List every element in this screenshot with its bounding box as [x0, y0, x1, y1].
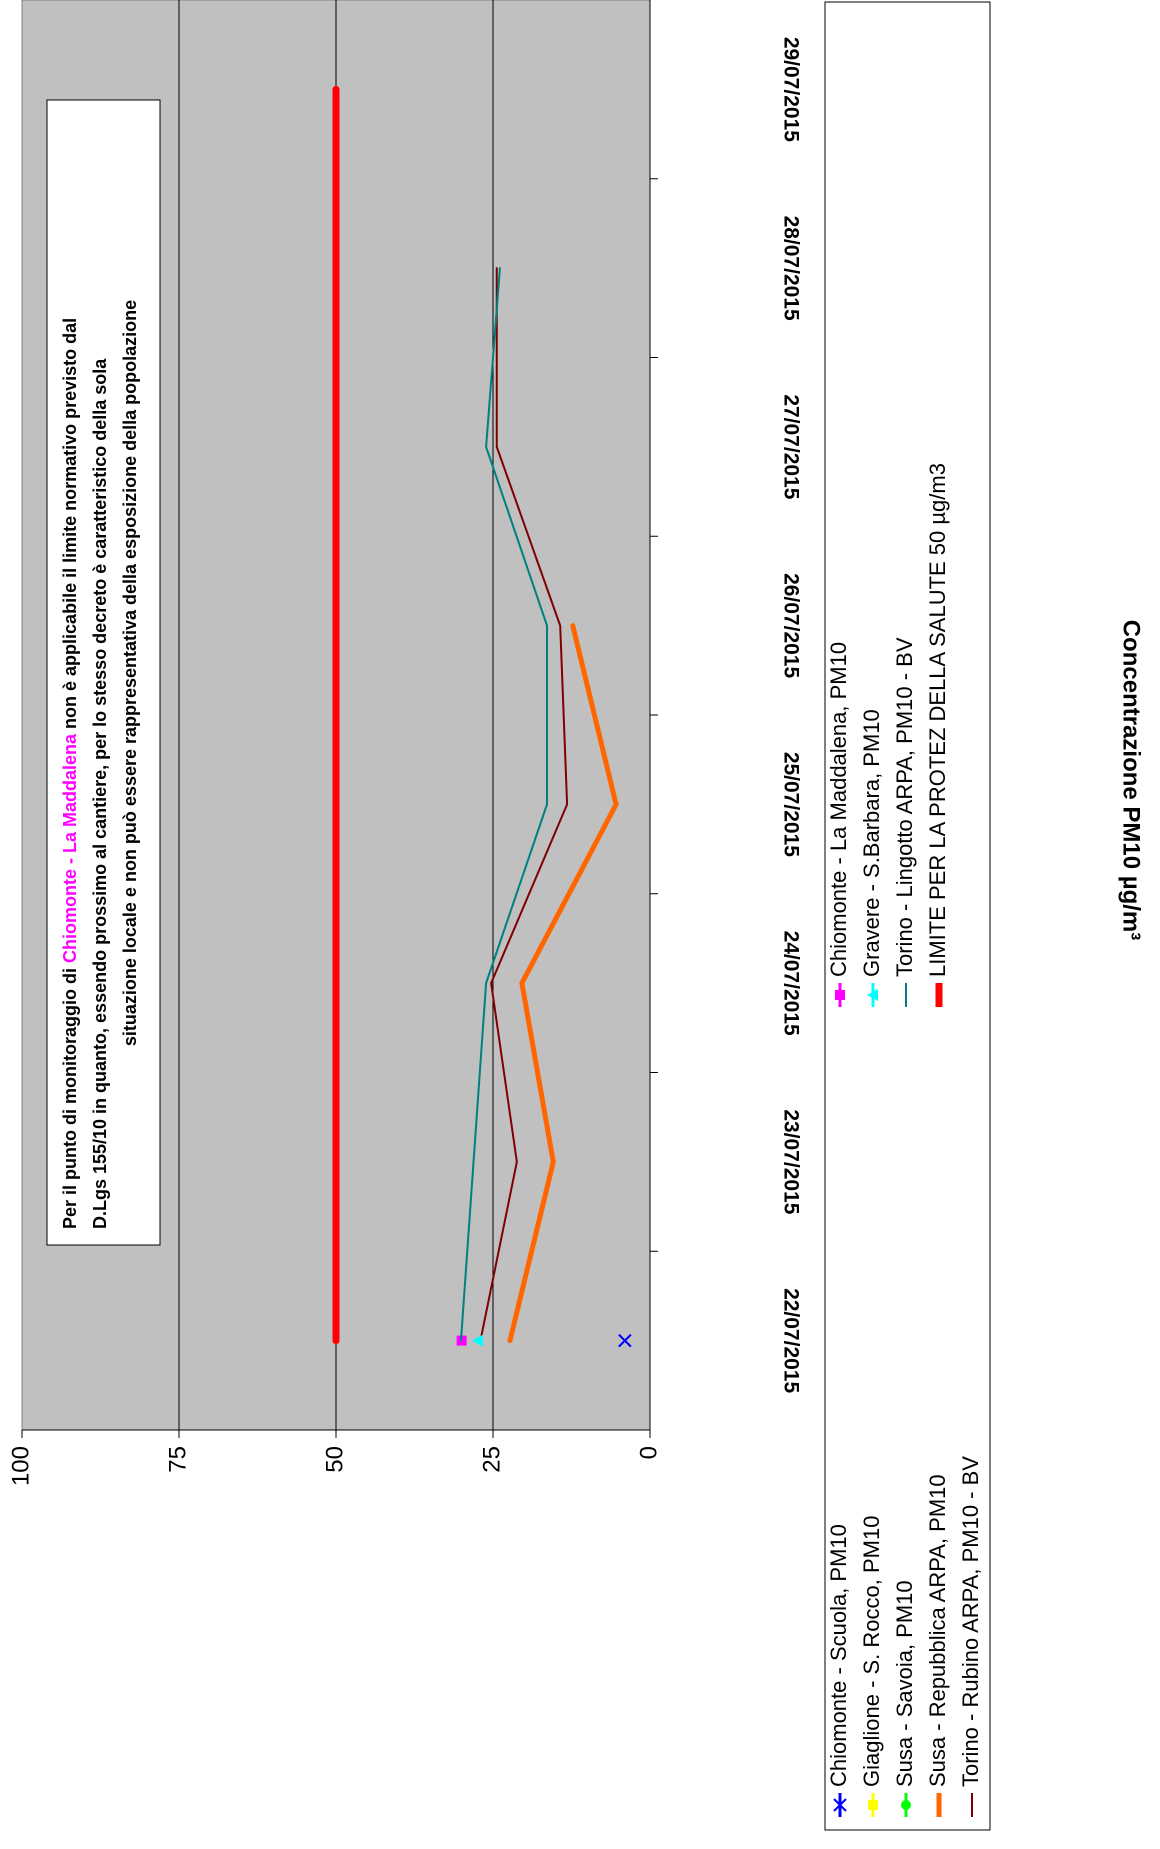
marker — [868, 1800, 878, 1810]
annotation-text: non è applicabile il limite normativo pr… — [60, 318, 80, 729]
legend-label: Gravere - S.Barbara, PM10 — [859, 709, 884, 977]
x-tick-label: 22/07/2015 — [779, 1288, 802, 1393]
series-line — [459, 267, 549, 1342]
marker — [867, 989, 878, 1001]
marker — [901, 1800, 911, 1810]
legend-box — [824, 1, 991, 1831]
annotation-line: situazione locale e non può essere rappr… — [120, 300, 140, 1046]
legend-label: Torino - Lingotto ARPA, PM10 - BV — [892, 637, 917, 977]
x-tick-label: 24/07/2015 — [779, 931, 802, 1036]
legend-label: Susa - Repubblica ARPA, PM10 — [925, 1474, 950, 1787]
marker — [618, 1333, 632, 1348]
x-tick-label: 29/07/2015 — [779, 37, 802, 142]
legend-label: Chiomonte - Scuola, PM10 — [826, 1524, 851, 1787]
annotation-text: Chiomonte - La Maddalena — [60, 733, 80, 963]
y-tick-label: 50 — [321, 1446, 348, 1473]
y-tick-label: 0 — [635, 1446, 662, 1459]
annotation-line: D.Lgs 155/10 in quanto, essendo prossimo… — [90, 358, 110, 1229]
series-line — [479, 267, 569, 1342]
marker — [833, 1798, 847, 1812]
y-tick-label: 100 — [7, 1446, 34, 1486]
x-tick-label: 25/07/2015 — [779, 752, 802, 857]
x-tick-label: 27/07/2015 — [779, 394, 802, 499]
annotation-line: Per il punto di monitoraggio di Chiomont… — [60, 318, 80, 1229]
marker — [835, 990, 845, 1000]
annotation-box — [46, 99, 161, 1246]
annotation-text: Per il punto di monitoraggio di — [60, 968, 80, 1229]
legend-label: Torino - Rubino ARPA, PM10 - BV — [958, 1456, 983, 1787]
legend-label: Giaglione - S. Rocco, PM10 — [859, 1516, 884, 1787]
x-tick-label: 28/07/2015 — [779, 216, 802, 321]
chart-body: 0 25 50 75 100 22/07/2015 23/07/2015 24/07/2015… — [7, 0, 1145, 1831]
x-tick-label: 26/07/2015 — [779, 573, 802, 678]
x-tick-label: 23/07/2015 — [779, 1109, 802, 1214]
legend-label: Susa - Savoia, PM10 — [892, 1580, 917, 1787]
marker — [471, 1334, 483, 1347]
legend-label: LIMITE PER LA PROTEZ DELLA SALUTE 50 µg/… — [925, 463, 950, 977]
series-line — [507, 623, 619, 1344]
y-axis-title: Concentrazione PM10 µg/m³ — [1118, 620, 1145, 941]
legend-label: Chiomonte - La Maddalena, PM10 — [826, 642, 851, 977]
y-tick-label: 25 — [478, 1446, 505, 1473]
y-tick-label: 75 — [164, 1446, 191, 1473]
